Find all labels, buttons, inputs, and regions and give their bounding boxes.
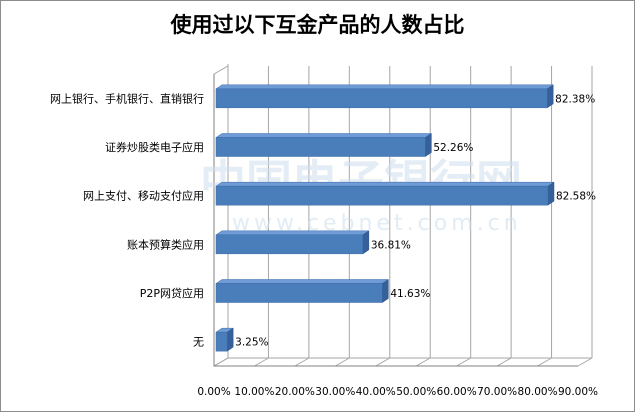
bar — [215, 283, 383, 303]
category-label: 网上支付、移动支付应用 — [83, 189, 204, 203]
bar-end — [382, 279, 389, 303]
category-label: 网上银行、手机银行、直销银行 — [50, 91, 204, 105]
bar — [215, 185, 549, 206]
data-label: 52.26% — [433, 142, 473, 154]
side-wall — [213, 65, 229, 367]
data-label: 3.25% — [235, 337, 268, 349]
x-tick-label: 0.00% — [197, 386, 230, 398]
bar — [215, 331, 228, 352]
chart-title: 使用过以下互金产品的人数占比 — [170, 12, 465, 37]
bar-top — [215, 230, 370, 236]
bars-layer — [215, 84, 555, 352]
data-label: 82.38% — [555, 93, 595, 105]
floor-line-7 — [496, 357, 512, 367]
x-tick-label: 80.00% — [518, 386, 558, 398]
bar — [215, 137, 426, 157]
bar-end — [546, 84, 554, 109]
bar-end — [226, 327, 234, 352]
data-label: 41.63% — [390, 288, 430, 300]
category-label: 证券炒股类电子应用 — [105, 140, 204, 154]
grid-layer — [213, 66, 593, 367]
x-tick-label: 40.00% — [356, 386, 396, 398]
x-tick-label: 20.00% — [275, 386, 315, 398]
bar-top — [215, 84, 555, 90]
bar-end — [425, 133, 432, 157]
bar — [215, 88, 548, 109]
floor-line-1 — [254, 357, 269, 367]
floor-line-9 — [577, 357, 593, 367]
data-label: 36.81% — [371, 239, 411, 251]
x-tick-label: 60.00% — [437, 386, 477, 398]
axes-layer — [213, 64, 592, 367]
x-tick-label: 30.00% — [315, 386, 355, 398]
bar-end — [547, 181, 555, 206]
x-tick-label: 70.00% — [477, 386, 517, 398]
bar — [215, 234, 364, 255]
category-label: 账本预算类应用 — [127, 237, 204, 251]
labels-layer: 0.00% 10.00% 20.00% 30.00% 40.00% 50.00% 60.00… — [50, 91, 598, 398]
x-tick-label: 90.00% — [558, 386, 598, 398]
floor-line-4 — [375, 357, 391, 367]
category-label: P2P网贷应用 — [140, 286, 204, 300]
floor-line-3 — [335, 357, 350, 367]
x-tick-label: 50.00% — [396, 386, 436, 398]
x-tick-label: 10.00% — [234, 386, 274, 398]
bar-end — [362, 230, 370, 255]
bar-top — [215, 133, 433, 138]
floor-line-2 — [294, 357, 310, 367]
bar-top — [215, 181, 555, 187]
data-label: 82.58% — [556, 191, 596, 203]
bar-top — [215, 279, 390, 284]
category-label: 无 — [193, 336, 204, 349]
floor-line-8 — [537, 357, 552, 367]
floor-line-6 — [456, 357, 471, 367]
floor-line-5 — [415, 357, 431, 367]
